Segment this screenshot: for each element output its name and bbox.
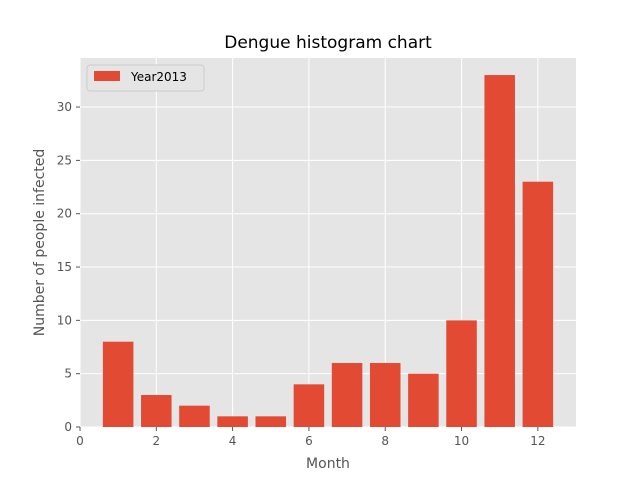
bar: [484, 75, 515, 427]
bar: [179, 405, 210, 427]
y-axis-label: Number of people infected: [32, 149, 48, 337]
bar: [102, 341, 134, 427]
legend: Year2013: [86, 64, 205, 92]
y-tick-label: 30: [57, 100, 72, 114]
x-axis-label: Month: [306, 456, 350, 472]
x-axis-ticks: 0 2 4 6 8 10 12: [76, 427, 545, 448]
bar: [217, 416, 248, 427]
y-tick-label: 15: [57, 260, 72, 274]
chart-title: Dengue histogram chart: [224, 33, 432, 53]
x-tick-label: 0: [76, 434, 84, 448]
y-tick-label: 0: [64, 420, 72, 434]
bar: [331, 363, 363, 427]
legend-label: Year2013: [130, 70, 187, 84]
x-tick-label: 2: [152, 434, 160, 448]
bar: [369, 363, 401, 427]
bar: [408, 373, 439, 427]
legend-swatch: [94, 71, 120, 81]
bar: [255, 416, 287, 427]
x-tick-label: 4: [229, 434, 237, 448]
y-tick-label: 20: [57, 207, 72, 221]
x-tick-label: 8: [381, 434, 389, 448]
bar: [446, 320, 477, 427]
y-tick-label: 10: [57, 313, 72, 327]
bars: [102, 75, 554, 427]
y-tick-label: 5: [64, 367, 72, 381]
bar: [522, 181, 554, 427]
x-tick-label: 12: [530, 434, 545, 448]
bar: [141, 395, 172, 427]
bar: [293, 384, 325, 427]
y-tick-label: 25: [57, 153, 72, 167]
x-tick-label: 10: [454, 434, 469, 448]
y-axis-ticks: 0 5 10 15 20 25 30: [57, 100, 80, 434]
x-tick-label: 6: [305, 434, 313, 448]
